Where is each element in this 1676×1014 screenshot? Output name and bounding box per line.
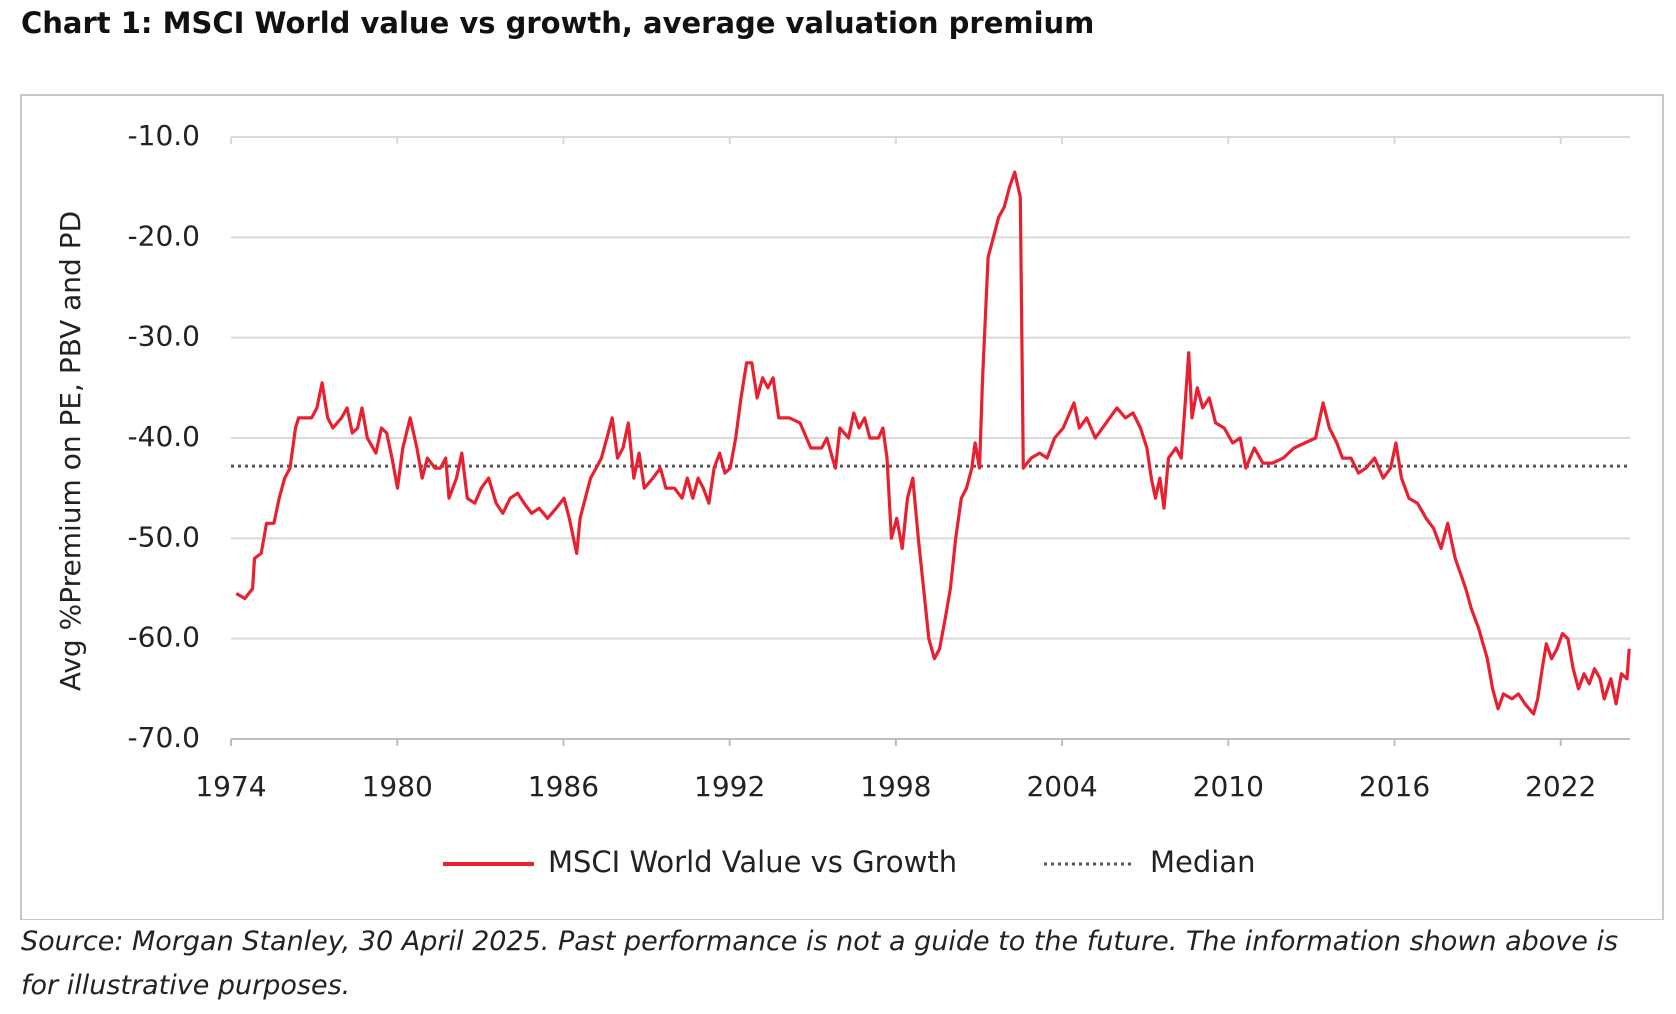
x-tick-label: 2010 <box>1193 770 1264 803</box>
x-tick-label: 1980 <box>362 770 433 803</box>
chart-frame <box>20 94 1664 920</box>
chart: Avg %Premium on PE, PBV and PD -10.0 -20.… <box>20 94 1664 920</box>
y-tick-label: -10.0 <box>128 119 200 152</box>
source-note: Source: Morgan Stanley, 30 April 2025. P… <box>21 926 1619 1001</box>
y-axis-label: Avg %Premium on PE, PBV and PD <box>54 211 87 691</box>
x-tick-label: 1992 <box>694 770 765 803</box>
x-tick-label: 2004 <box>1026 770 1097 803</box>
data-line <box>235 170 1631 716</box>
y-tick-label: -70.0 <box>128 721 200 754</box>
y-tick-label: -40.0 <box>128 420 200 453</box>
x-tick-label: 2022 <box>1525 770 1596 803</box>
y-tick-label: -50.0 <box>128 520 200 553</box>
y-tick-label: -30.0 <box>128 320 200 353</box>
y-tick-label: -60.0 <box>128 621 200 654</box>
x-tick-label: 2016 <box>1359 770 1430 803</box>
y-tick-label: -20.0 <box>128 219 200 252</box>
x-tick-label: 1986 <box>528 770 599 803</box>
legend-label: Median <box>1150 845 1255 879</box>
legend-label: MSCI World Value vs Growth <box>548 845 957 879</box>
chart-title: Chart 1: MSCI World value vs growth, ave… <box>21 6 1095 40</box>
x-tick-label: 1998 <box>860 770 931 803</box>
x-tick-label: 1974 <box>195 770 266 803</box>
